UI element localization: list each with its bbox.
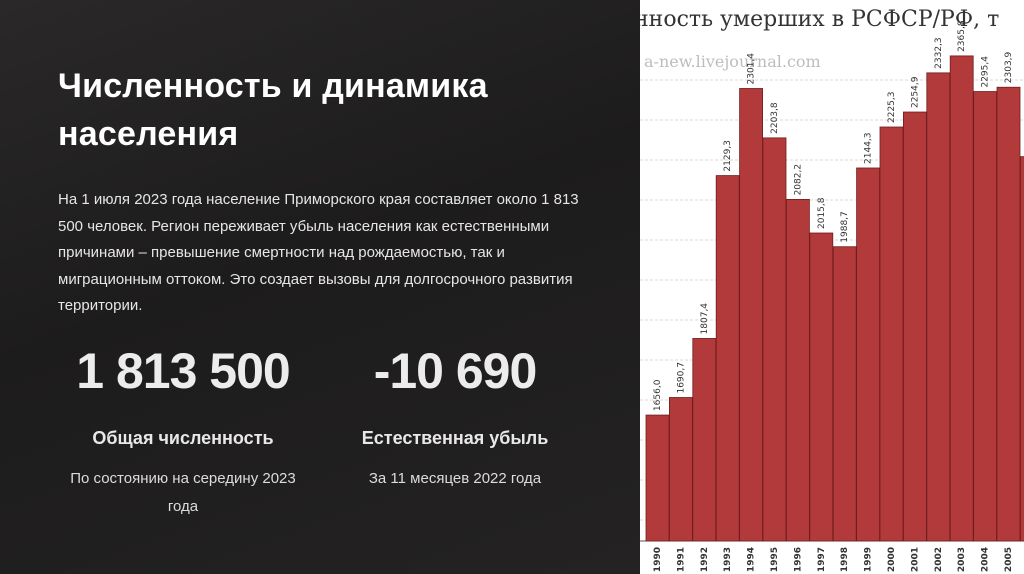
bar-1990: [645, 414, 670, 542]
value-label-1992: 1807,4: [700, 303, 710, 335]
bar-2006: [1019, 156, 1024, 542]
value-label-1993: 2129,3: [723, 140, 733, 172]
value-label-2001: 2254,9: [910, 76, 920, 108]
slide-description: На 1 июля 2023 года население Приморског…: [58, 191, 579, 314]
chart-x-tick-labels: 1990 1991 1992 1993 1994 1995 1996 1997 1998 1999…: [653, 547, 1014, 572]
left-panel: Численность и динамика населения На 1 ию…: [0, 0, 640, 574]
value-label-2005: 2303,9: [1004, 51, 1014, 83]
deaths-bar-chart: нность умерших в РСФСР/РФ, т a-new.livej…: [640, 7, 1024, 572]
value-label-1996: 2082,2: [793, 164, 803, 196]
bar-2005: [996, 86, 1021, 542]
tick-label-2005: 2005: [1004, 547, 1014, 572]
bar-1992: [692, 338, 717, 542]
tick-label-2001: 2001: [910, 547, 920, 572]
bar-2003: [949, 55, 974, 542]
stat-label: Общая численность: [92, 428, 274, 448]
bar-1996: [785, 199, 810, 542]
value-label-1997: 2015,8: [817, 197, 827, 229]
tick-label-1992: 1992: [700, 547, 710, 572]
value-label-1990: 1656,0: [653, 379, 663, 411]
bar-1991: [668, 397, 693, 542]
slide-title: Численность и динамика населения: [58, 67, 488, 153]
stat-total-population: 1 813 500 Общая численность По состоянию…: [58, 344, 308, 521]
chart-bars: [645, 55, 1024, 542]
value-label-1999: 2144,3: [864, 132, 874, 164]
chart-watermark: a-new.livejournal.com: [644, 52, 821, 71]
tick-label-2002: 2002: [934, 547, 944, 572]
tick-label-2003: 2003: [957, 547, 967, 572]
tick-label-2000: 2000: [887, 547, 897, 572]
bar-1995: [762, 137, 787, 542]
bar-1994: [739, 88, 763, 542]
bar-1997: [809, 232, 834, 542]
chart-image-panel: нность умерших в РСФСР/РФ, т a-new.livej…: [640, 0, 1024, 574]
tick-label-1995: 1995: [770, 547, 780, 572]
tick-label-1994: 1994: [747, 547, 757, 572]
bar-1993: [715, 175, 740, 542]
bar-1998: [832, 246, 857, 542]
tick-label-1990: 1990: [653, 547, 663, 572]
tick-label-2004: 2004: [981, 547, 991, 572]
chart-value-labels: 1656,0 1690,7 1807,4 2129,3 2301,4 2203,8 2082…: [653, 20, 1014, 411]
value-label-1991: 1690,7: [676, 362, 686, 394]
bar-2000: [879, 126, 904, 542]
tick-label-1991: 1991: [676, 547, 686, 572]
stat-label: Естественная убыль: [361, 428, 549, 448]
tick-label-1997: 1997: [817, 547, 827, 572]
stat-value: 1 813 500: [76, 343, 290, 399]
value-label-1998: 1988,7: [840, 211, 850, 243]
value-label-2003: 2365,8: [957, 20, 967, 52]
stat-natural-decrease: -10 690 Естественная убыль За 11 месяцев…: [340, 344, 570, 493]
value-label-2002: 2332,3: [934, 37, 944, 69]
tick-label-1996: 1996: [793, 547, 803, 572]
tick-label-1993: 1993: [723, 547, 733, 572]
stat-sublabel: За 11 месяцев 2022 года: [368, 470, 542, 487]
bar-1999: [856, 167, 881, 542]
stat-value: -10 690: [373, 343, 538, 399]
value-label-1994: 2301,4: [747, 53, 757, 85]
value-label-1995: 2203,8: [770, 102, 780, 134]
tick-label-1999: 1999: [864, 547, 874, 572]
bar-2001: [902, 111, 927, 542]
bar-2004: [973, 91, 998, 542]
stat-sublabel: По состоянию на середину 2023 года: [70, 470, 296, 515]
tick-label-1998: 1998: [840, 547, 850, 572]
chart-title: нность умерших в РСФСР/РФ, т: [640, 7, 999, 32]
bar-2002: [926, 72, 951, 542]
value-label-2000: 2225,3: [887, 91, 897, 123]
value-label-2004: 2295,4: [981, 56, 991, 88]
